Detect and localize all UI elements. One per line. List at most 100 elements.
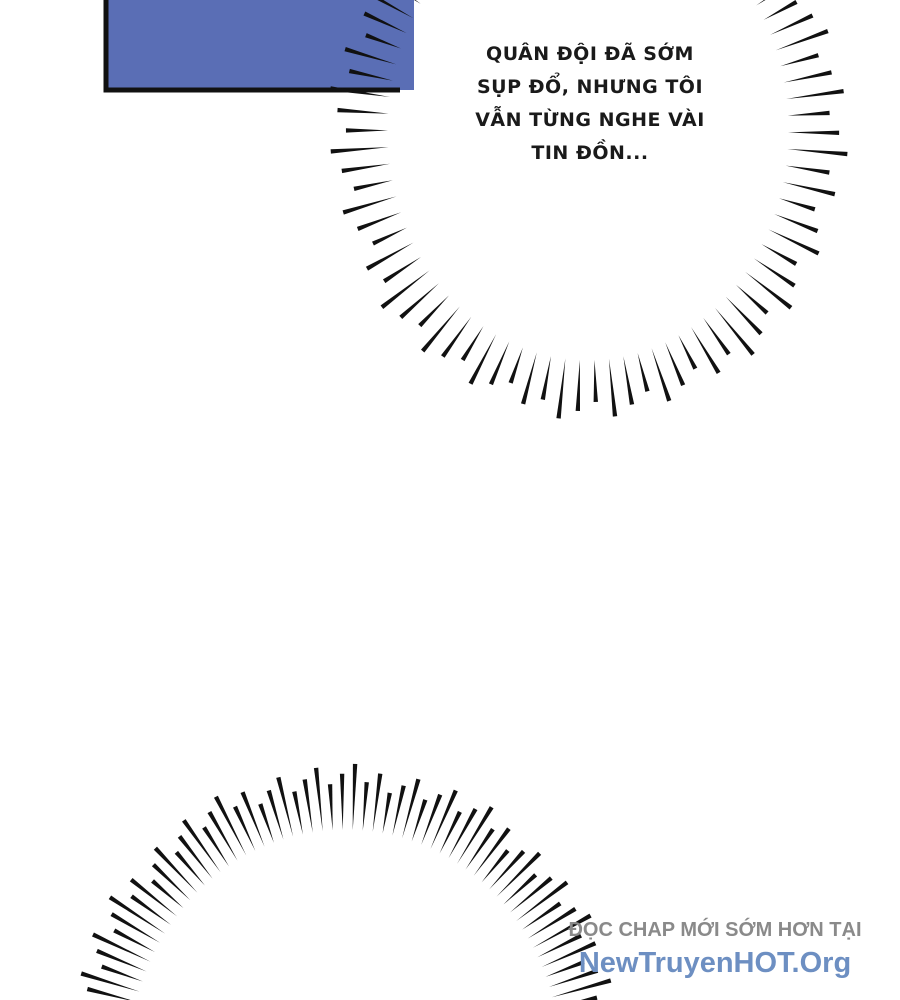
burst-line bbox=[420, 306, 460, 353]
burst-line bbox=[527, 907, 577, 939]
burst-line bbox=[96, 948, 147, 972]
burst-line bbox=[344, 47, 397, 65]
burst-line bbox=[651, 348, 672, 402]
burst-line bbox=[337, 107, 389, 114]
burst-line bbox=[575, 359, 581, 411]
burst-line bbox=[380, 270, 430, 309]
burst-line bbox=[510, 876, 553, 913]
blue-panel bbox=[103, 0, 414, 93]
burst-line bbox=[541, 941, 597, 968]
burst-line bbox=[213, 795, 247, 856]
burst-line bbox=[399, 283, 439, 320]
burst-line bbox=[783, 70, 832, 83]
burst-line bbox=[522, 901, 562, 930]
burst-line bbox=[532, 913, 592, 948]
burst-line bbox=[481, 849, 510, 883]
burst-line bbox=[341, 163, 391, 174]
burst-line bbox=[725, 296, 763, 336]
burst-line bbox=[276, 776, 294, 837]
burst-line bbox=[770, 13, 814, 35]
burst-line bbox=[678, 335, 698, 370]
burst-line bbox=[151, 879, 184, 909]
burst-line bbox=[637, 352, 650, 392]
burst-line bbox=[207, 810, 238, 861]
burst-line bbox=[786, 88, 844, 99]
burst-line bbox=[382, 792, 392, 834]
burst-line bbox=[551, 978, 612, 998]
burst-line bbox=[240, 791, 265, 847]
burst-line bbox=[763, 0, 798, 20]
burst-line bbox=[780, 53, 819, 67]
burst-line bbox=[372, 773, 383, 832]
burst-line bbox=[778, 198, 816, 212]
bubble-line: QUÂN ĐỘI ĐÃ SỚM bbox=[486, 43, 694, 65]
burst-line bbox=[342, 196, 397, 215]
burst-line bbox=[430, 789, 458, 849]
burst-line bbox=[448, 808, 478, 859]
burst-line bbox=[92, 932, 151, 962]
burst-line bbox=[101, 964, 143, 982]
burst-line bbox=[113, 928, 156, 953]
speech-bubble-text: QUÂN ĐỘI ĐÃ SỚM SỤP ĐỔ, NHƯNG TÔI VẪN TỪ… bbox=[455, 38, 725, 170]
watermark-site-link[interactable]: NewTruyenHOT.Org bbox=[578, 947, 852, 979]
burst-line bbox=[302, 779, 313, 833]
burst-line bbox=[787, 149, 848, 157]
burst-line bbox=[608, 358, 618, 417]
burst-line bbox=[348, 68, 393, 81]
burst-line bbox=[411, 799, 428, 842]
burst-line bbox=[782, 182, 836, 197]
burst-line bbox=[177, 835, 213, 879]
burst-line bbox=[745, 271, 793, 310]
burst-line bbox=[356, 212, 402, 231]
burst-line bbox=[496, 851, 542, 897]
burst-line bbox=[775, 28, 829, 51]
burst-line bbox=[457, 806, 494, 864]
burst-line bbox=[473, 827, 511, 876]
burst-line bbox=[266, 789, 284, 840]
burst-line bbox=[488, 341, 510, 386]
burst-line bbox=[540, 356, 551, 400]
burst-line bbox=[774, 214, 819, 234]
burst-line bbox=[787, 110, 830, 116]
burst-line bbox=[258, 803, 274, 843]
burst-line bbox=[421, 793, 443, 845]
burst-line bbox=[292, 791, 303, 835]
burst-line bbox=[418, 295, 449, 328]
burst-line bbox=[182, 819, 221, 873]
burst-line bbox=[753, 258, 796, 288]
burst-line bbox=[313, 767, 323, 832]
burst-line bbox=[516, 880, 569, 921]
burst-line bbox=[468, 334, 497, 385]
burst-line bbox=[735, 284, 769, 315]
speech-bubble-burst-lines bbox=[330, 0, 848, 419]
burst-line bbox=[330, 147, 389, 154]
burst-line bbox=[353, 180, 393, 192]
burst-line bbox=[153, 846, 198, 893]
burst-line bbox=[372, 227, 407, 246]
burst-line bbox=[691, 327, 721, 374]
burst-line bbox=[703, 317, 731, 356]
burst-line bbox=[761, 244, 798, 266]
burst-line bbox=[537, 933, 582, 958]
burst-line bbox=[330, 86, 391, 98]
burst-line bbox=[489, 849, 526, 890]
burst-line bbox=[110, 912, 161, 943]
burst-line bbox=[151, 863, 191, 901]
burst-line bbox=[623, 356, 635, 405]
burst-line bbox=[402, 778, 421, 839]
burst-line bbox=[414, 0, 421, 4]
burst-line bbox=[665, 342, 686, 387]
second-bubble-burst-lines bbox=[80, 763, 612, 1000]
burst-line bbox=[545, 959, 585, 977]
burst-line bbox=[362, 782, 369, 831]
burst-line bbox=[233, 805, 256, 851]
burst-line bbox=[556, 358, 566, 419]
burst-line bbox=[520, 352, 537, 405]
burst-line bbox=[508, 347, 523, 384]
burst-line bbox=[787, 130, 840, 136]
burst-line bbox=[80, 971, 140, 992]
burst-line bbox=[392, 785, 406, 836]
burst-line bbox=[714, 307, 755, 356]
watermark-text: ĐỌC CHAP MỚI SỚM HƠN TẠI bbox=[568, 919, 862, 941]
burst-line bbox=[460, 326, 484, 362]
